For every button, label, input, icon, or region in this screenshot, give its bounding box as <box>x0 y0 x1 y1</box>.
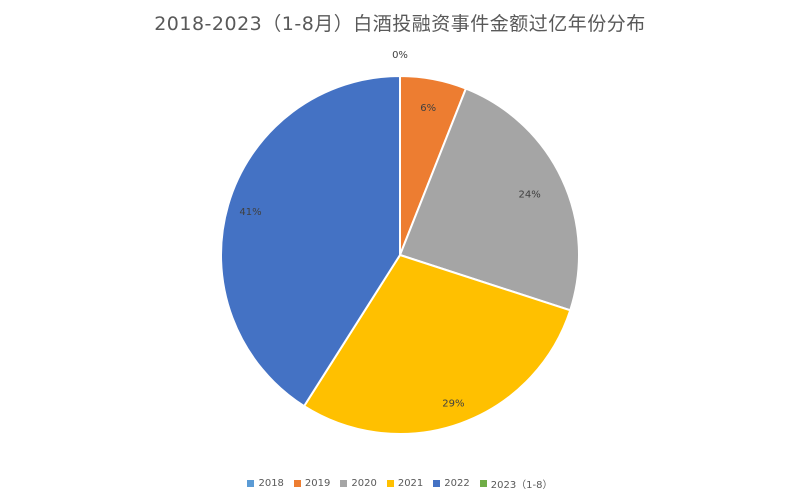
legend-label: 2019 <box>304 478 331 489</box>
legend-item-2019: 2019 <box>293 476 331 491</box>
data-label-2021: 29% <box>442 399 464 410</box>
pie-slices <box>220 74 580 435</box>
data-label-2022: 41% <box>239 207 261 218</box>
legend-label: 2018 <box>258 478 284 489</box>
chart-legend: 2018 2019 2020 2021 2022 2023（1-8） <box>0 476 800 491</box>
legend-item-2020: 2020 <box>340 476 377 491</box>
legend-swatch <box>479 480 487 487</box>
data-label-2018: 0% <box>392 50 408 61</box>
chart-title: 2018-2023（1-8月）白酒投融资事件金额过亿年份分布 <box>154 13 646 35</box>
legend-swatch <box>433 480 441 487</box>
data-label-2020: 24% <box>518 190 540 201</box>
legend-swatch <box>386 480 394 487</box>
pie-slice-2021 <box>302 253 572 435</box>
pie-slice-2020 <box>398 87 580 312</box>
pie-data-labels: 0% 6% 24% 29% 41% <box>239 50 540 410</box>
legend-label: 2020 <box>351 478 377 489</box>
legend-label: 2022 <box>444 478 470 489</box>
data-label-2019: 6% <box>420 103 436 114</box>
legend-swatch <box>293 480 301 487</box>
legend-swatch <box>340 480 348 487</box>
legend-item-2022: 2022 <box>433 476 470 491</box>
pie-slice-2022 <box>220 74 401 408</box>
legend-label: 2023（1-8） <box>490 480 553 491</box>
legend-item-2018: 2018 <box>247 476 284 491</box>
legend-swatch <box>247 480 255 487</box>
legend-item-2021: 2021 <box>386 476 424 491</box>
legend-label: 2021 <box>397 478 424 489</box>
legend-item-2023-1-8: 2023（1-8） <box>479 476 553 491</box>
